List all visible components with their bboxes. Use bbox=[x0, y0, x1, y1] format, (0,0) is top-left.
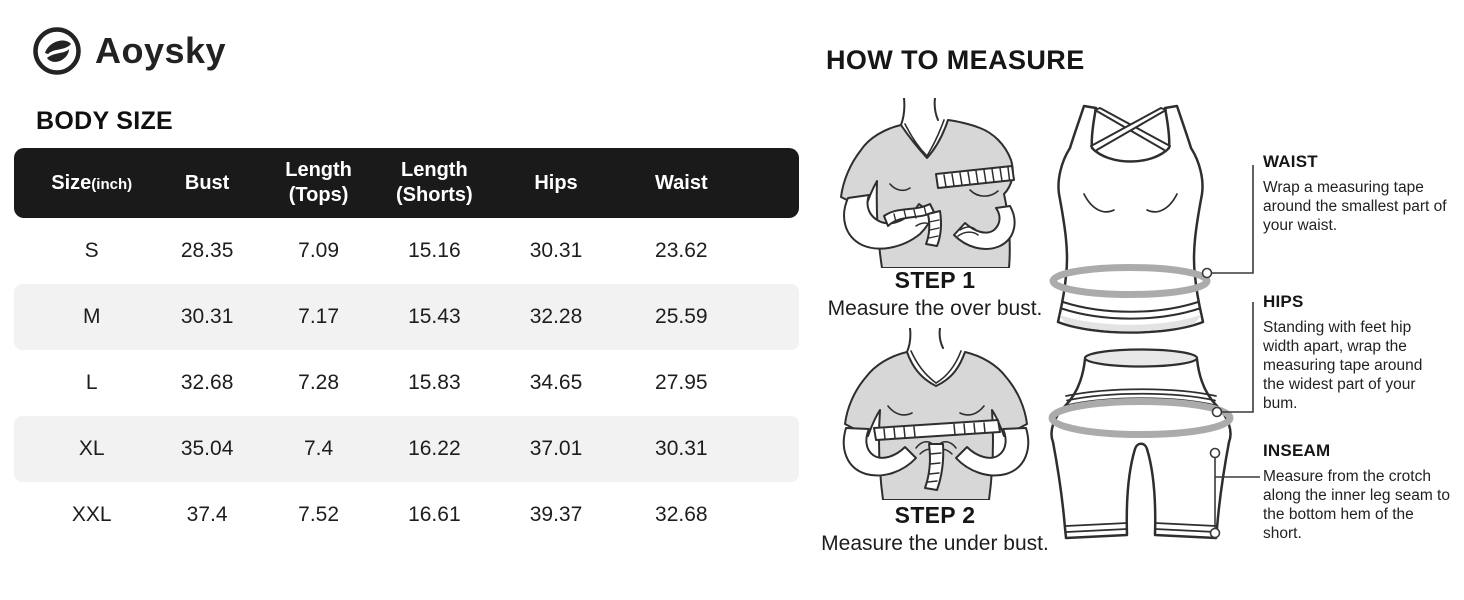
hips-callout-dot bbox=[1211, 406, 1223, 418]
waist-callout-line bbox=[1211, 165, 1254, 274]
right-arm bbox=[955, 427, 1030, 477]
hip-measure-ring bbox=[1048, 398, 1234, 438]
callout-hips-text: Standing with feet hip width apart, wrap… bbox=[1263, 319, 1423, 412]
cross-strap bbox=[1090, 107, 1167, 152]
table-row-m: M 30.31 7.17 15.43 32.28 25.59 bbox=[14, 284, 799, 350]
value-cell: 15.16 bbox=[408, 239, 461, 262]
inseam-callout-line bbox=[1214, 457, 1260, 529]
callout-waist-text: Wrap a measuring tape around the smalles… bbox=[1263, 179, 1447, 234]
value-cell: 7.09 bbox=[298, 239, 340, 262]
value-cell: 7.28 bbox=[298, 371, 340, 394]
column-header-hips: Hips bbox=[494, 148, 618, 218]
right-arm bbox=[953, 205, 1016, 250]
table-row-xxl: XXL 37.4 7.52 16.61 39.37 32.68 bbox=[14, 482, 799, 548]
value-cell: 28.35 bbox=[180, 239, 234, 262]
value-cell: 37.01 bbox=[494, 416, 618, 482]
callout-hips-label: HIPS bbox=[1263, 292, 1304, 311]
size-cell: XL bbox=[14, 416, 152, 482]
measuring-tape bbox=[935, 165, 1015, 189]
value-cell: 15.83 bbox=[408, 371, 461, 394]
value-cell: 34.65 bbox=[529, 371, 583, 394]
step1-label: STEP 1 bbox=[894, 267, 976, 293]
step1-block: STEP 1 Measure the over bust. bbox=[810, 267, 1060, 321]
inseam-callout-dot-bottom bbox=[1209, 527, 1221, 539]
value-cell: 16.22 bbox=[374, 416, 495, 482]
callout-inseam: INSEAM Measure from the crotch along the… bbox=[1263, 441, 1455, 543]
step2-label: STEP 2 bbox=[894, 502, 976, 528]
step2-block: STEP 2 Measure the under bust. bbox=[810, 502, 1060, 556]
column-header-bust: Bust bbox=[151, 148, 263, 218]
value-cell: 7.17 bbox=[262, 284, 375, 350]
waist-opening bbox=[1083, 348, 1199, 368]
column-header-waist: Waist bbox=[617, 148, 799, 218]
table-row-xl: XL 35.04 7.4 16.22 37.01 30.31 bbox=[14, 416, 799, 482]
callout-hips: HIPS Standing with feet hip width apart,… bbox=[1263, 292, 1441, 413]
hips-callout-line bbox=[1221, 302, 1254, 413]
brand-name: Aoysky bbox=[95, 30, 227, 71]
column-header-length-tops: Length (Tops) bbox=[262, 148, 375, 218]
table-header-row: Size(inch) Bust Length (Tops) Length (Shor… bbox=[14, 148, 799, 218]
value-cell: 25.59 bbox=[617, 284, 799, 350]
callout-waist: WAIST Wrap a measuring tape around the s… bbox=[1263, 152, 1449, 235]
value-cell: 32.68 bbox=[180, 371, 234, 394]
body-size-title: BODY SIZE bbox=[36, 107, 173, 135]
how-to-measure-title: HOW TO MEASURE bbox=[826, 45, 1085, 75]
tape-tail bbox=[924, 443, 945, 491]
value-cell: 23.62 bbox=[655, 239, 708, 262]
value-cell: 37.4 bbox=[186, 503, 228, 526]
value-cell: 15.43 bbox=[374, 284, 495, 350]
callout-inseam-label: INSEAM bbox=[1263, 441, 1331, 460]
value-cell: 7.52 bbox=[298, 503, 340, 526]
inseam-callout-dot-top bbox=[1209, 447, 1221, 459]
value-cell: 30.31 bbox=[151, 284, 263, 350]
value-cell: 35.04 bbox=[151, 416, 263, 482]
value-cell: 32.68 bbox=[655, 503, 708, 526]
size-cell: L bbox=[85, 371, 98, 394]
size-table: Size(inch) Bust Length (Tops) Length (Shor… bbox=[14, 148, 799, 548]
value-cell: 39.37 bbox=[529, 503, 583, 526]
tank-top-figure bbox=[1049, 104, 1211, 334]
size-cell: M bbox=[14, 284, 152, 350]
callout-inseam-text: Measure from the crotch along the inner … bbox=[1263, 468, 1450, 542]
left-arm bbox=[842, 427, 917, 477]
aoysky-logo-icon bbox=[33, 27, 81, 75]
step2-under-bust-figure bbox=[842, 328, 1030, 500]
value-cell: 30.31 bbox=[529, 239, 583, 262]
column-header-size: Size(inch) bbox=[14, 148, 152, 218]
waist-callout-dot bbox=[1201, 267, 1213, 279]
brand-logo: Aoysky bbox=[32, 26, 226, 76]
size-cell: XXL bbox=[71, 503, 112, 526]
step1-over-bust-figure bbox=[840, 98, 1016, 268]
value-cell: 27.95 bbox=[655, 371, 708, 394]
value-cell: 7.4 bbox=[262, 416, 375, 482]
size-cell: S bbox=[84, 239, 99, 262]
table-row-s: S 28.35 7.09 15.16 30.31 23.62 bbox=[14, 218, 799, 284]
callout-waist-label: WAIST bbox=[1263, 152, 1318, 171]
tank-body bbox=[1056, 104, 1205, 334]
value-cell: 32.28 bbox=[494, 284, 618, 350]
tank-hem-shade bbox=[1060, 315, 1201, 332]
step1-caption: Measure the over bust. bbox=[827, 297, 1043, 320]
step2-caption: Measure the under bust. bbox=[821, 532, 1049, 555]
table-row-l: L 32.68 7.28 15.83 34.65 27.95 bbox=[14, 350, 799, 416]
callout-lines bbox=[1201, 165, 1260, 539]
shorts-figure bbox=[1048, 348, 1234, 540]
waist-measure-ring bbox=[1049, 264, 1211, 298]
column-header-length-shorts: Length (Shorts) bbox=[374, 148, 495, 218]
value-cell: 16.61 bbox=[408, 503, 461, 526]
value-cell: 30.31 bbox=[617, 416, 799, 482]
